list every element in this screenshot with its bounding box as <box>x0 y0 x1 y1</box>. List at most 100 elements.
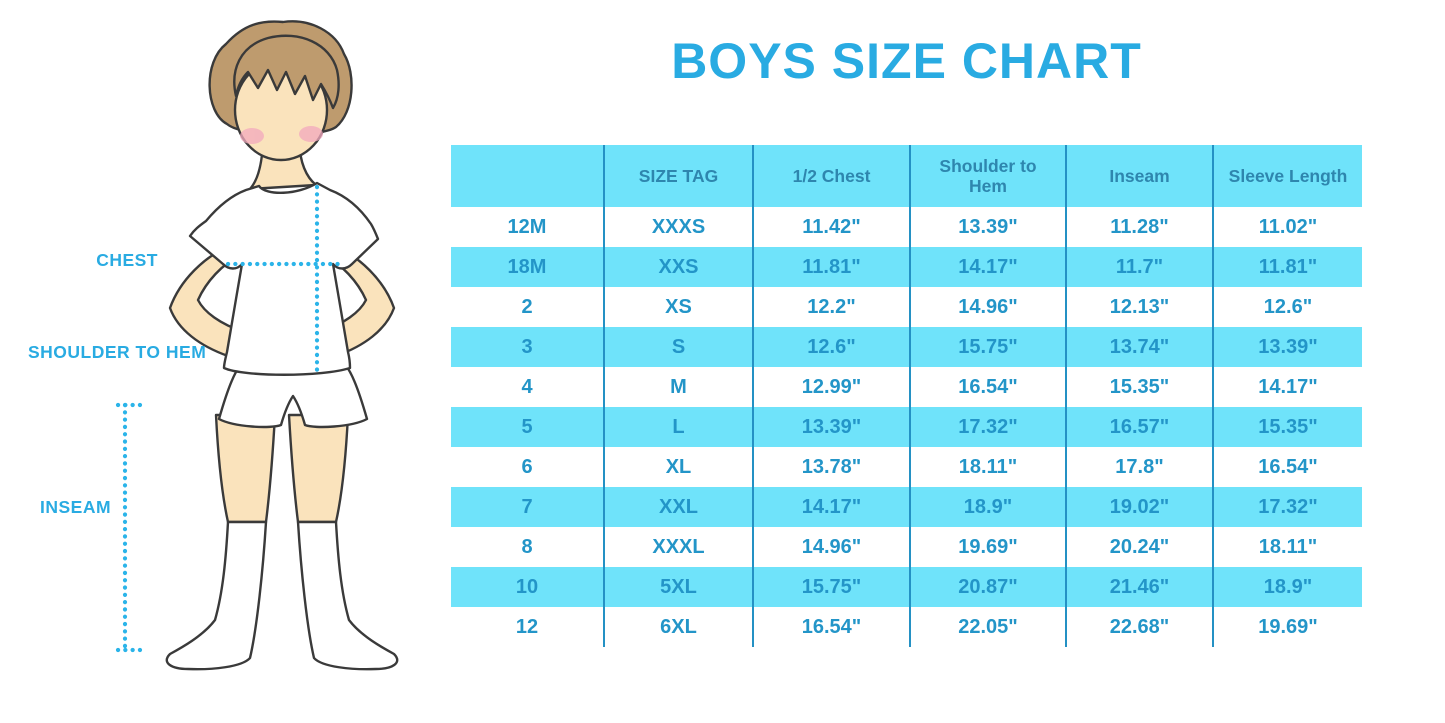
size-cell: 21.46" <box>1065 567 1213 607</box>
size-row-12: 12 6XL 16.54" 22.05" 22.68" 19.69" <box>451 607 1362 647</box>
size-cell: 5 <box>451 407 604 447</box>
size-row-7: 7 XXL 14.17" 18.9" 19.02" 17.32" <box>451 487 1362 527</box>
size-cell: 22.05" <box>909 607 1066 647</box>
size-row-8: 8 XXXL 14.96" 19.69" 20.24" 18.11" <box>451 527 1362 567</box>
size-cell: 15.35" <box>1065 367 1213 407</box>
size-row-4: 4 M 12.99" 16.54" 15.35" 14.17" <box>451 367 1362 407</box>
size-cell: 17.32" <box>909 407 1066 447</box>
size-cell: 4 <box>451 367 604 407</box>
size-cell: 3 <box>451 327 604 367</box>
size-cell: 14.96" <box>909 287 1066 327</box>
size-cell: 11.42" <box>752 207 910 247</box>
size-cell: 11.7" <box>1065 247 1213 287</box>
shoulder-to-hem-label: SHOULDER TO HEM <box>28 342 207 362</box>
size-cell: 15.35" <box>1212 407 1362 447</box>
left-leg <box>214 413 277 524</box>
column-header-shoulder-to-hem: Shoulder to Hem <box>909 145 1066 207</box>
size-cell: XXXS <box>603 207 753 247</box>
size-cell: 16.54" <box>1212 447 1362 487</box>
size-cell: M <box>603 367 753 407</box>
size-table-header-row: SIZE TAG 1/2 Chest Shoulder to Hem Inseam Sl… <box>451 145 1362 207</box>
size-cell: 11.28" <box>1065 207 1213 247</box>
size-cell: S <box>603 327 753 367</box>
size-cell: 2 <box>451 287 604 327</box>
size-cell: 13.74" <box>1065 327 1213 367</box>
size-cell: 10 <box>451 567 604 607</box>
size-cell: 13.39" <box>752 407 910 447</box>
column-header-1-2-chest: 1/2 Chest <box>752 145 910 207</box>
size-row-18m: 18M XXS 11.81" 14.17" 11.7" 11.81" <box>451 247 1362 287</box>
left-sock <box>165 520 268 671</box>
size-cell: 14.96" <box>752 527 910 567</box>
size-cell: 14.17" <box>752 487 910 527</box>
left-cheek <box>240 128 264 144</box>
size-row-6: 6 XL 13.78" 18.11" 17.8" 16.54" <box>451 447 1362 487</box>
size-cell: 12.13" <box>1065 287 1213 327</box>
size-cell: 16.54" <box>752 607 910 647</box>
size-cell: 20.87" <box>909 567 1066 607</box>
size-cell: 11.81" <box>1212 247 1362 287</box>
size-cell: XS <box>603 287 753 327</box>
shorts <box>217 364 369 429</box>
size-cell: 15.75" <box>909 327 1066 367</box>
size-cell: XL <box>603 447 753 487</box>
right-sock <box>296 520 399 671</box>
size-cell: 18.9" <box>1212 567 1362 607</box>
size-cell: XXS <box>603 247 753 287</box>
measurement-lines <box>115 184 345 653</box>
chest-label: CHEST <box>96 250 158 270</box>
size-cell: 16.54" <box>909 367 1066 407</box>
size-cell: 8 <box>451 527 604 567</box>
hair-fringe <box>233 34 340 110</box>
size-cell: 12.2" <box>752 287 910 327</box>
boy-illustration <box>115 20 399 671</box>
right-leg <box>287 413 350 524</box>
size-cell: 18M <box>451 247 604 287</box>
size-cell: 7 <box>451 487 604 527</box>
size-cell: 11.02" <box>1212 207 1362 247</box>
size-cell: 12.6" <box>1212 287 1362 327</box>
size-cell: 18.9" <box>909 487 1066 527</box>
page-title: BOYS SIZE CHART <box>671 33 1142 89</box>
size-cell: 13.78" <box>752 447 910 487</box>
size-row-10: 10 5XL 15.75" 20.87" 21.46" 18.9" <box>451 567 1362 607</box>
column-header-sleeve-length: Sleeve Length <box>1212 145 1362 207</box>
size-cell: 12 <box>451 607 604 647</box>
size-table-header: SIZE TAG 1/2 Chest Shoulder to Hem Inseam Sl… <box>451 145 1362 207</box>
size-row-2: 2 XS 12.2" 14.96" 12.13" 12.6" <box>451 287 1362 327</box>
size-cell: 13.39" <box>1212 327 1362 367</box>
size-cell: 15.75" <box>752 567 910 607</box>
size-cell: 20.24" <box>1065 527 1213 567</box>
size-cell: 19.02" <box>1065 487 1213 527</box>
size-cell: 5XL <box>603 567 753 607</box>
size-cell: 6XL <box>603 607 753 647</box>
size-cell: 11.81" <box>752 247 910 287</box>
size-table: SIZE TAG 1/2 Chest Shoulder to Hem Inseam Sl… <box>451 145 1362 647</box>
size-cell: 12M <box>451 207 604 247</box>
size-cell: 14.17" <box>1212 367 1362 407</box>
size-cell: 13.39" <box>909 207 1066 247</box>
inseam-label: INSEAM <box>40 497 112 517</box>
column-header-blank <box>451 145 604 207</box>
size-cell: 17.32" <box>1212 487 1362 527</box>
size-cell: 6 <box>451 447 604 487</box>
size-row-3: 3 S 12.6" 15.75" 13.74" 13.39" <box>451 327 1362 367</box>
size-cell: 22.68" <box>1065 607 1213 647</box>
size-cell: L <box>603 407 753 447</box>
t-shirt <box>188 181 380 376</box>
measurement-figure: CHEST SHOULDER TO HEM INSEAM <box>0 0 455 723</box>
size-cell: 18.11" <box>1212 527 1362 567</box>
size-cell: XXXL <box>603 527 753 567</box>
size-row-5: 5 L 13.39" 17.32" 16.57" 15.35" <box>451 407 1362 447</box>
column-header-inseam: Inseam <box>1065 145 1213 207</box>
size-cell: 16.57" <box>1065 407 1213 447</box>
size-cell: XXL <box>603 487 753 527</box>
size-cell: 19.69" <box>909 527 1066 567</box>
size-cell: 19.69" <box>1212 607 1362 647</box>
size-row-12m: 12M XXXS 11.42" 13.39" 11.28" 11.02" <box>451 207 1362 247</box>
right-cheek <box>299 126 323 142</box>
size-cell: 12.6" <box>752 327 910 367</box>
column-header-size-tag: SIZE TAG <box>603 145 753 207</box>
size-cell: 12.99" <box>752 367 910 407</box>
